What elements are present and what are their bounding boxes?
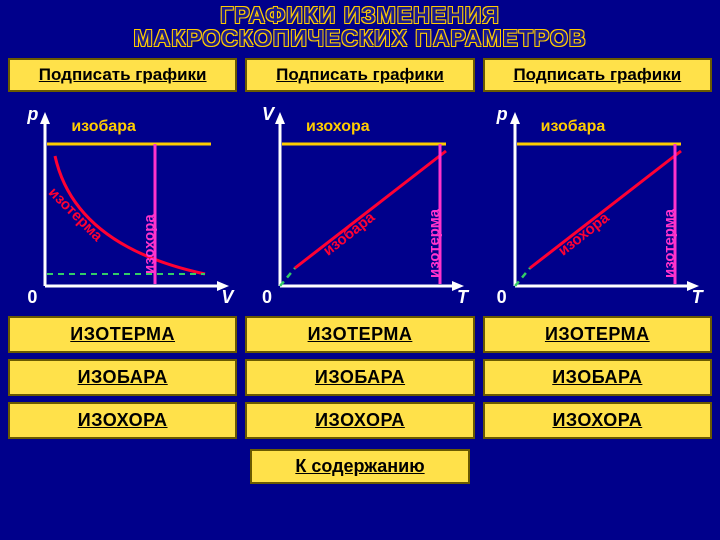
isochore-label: изохора <box>141 214 158 274</box>
answer-button[interactable]: ИЗОХОРА <box>483 402 712 439</box>
chart-top-legend: изохора <box>306 118 370 136</box>
sign-button-2[interactable]: Подписать графики <box>245 58 474 92</box>
chart-vt: V T 0 изохора изобара изотерма <box>250 106 470 306</box>
answer-button[interactable]: ИЗОХОРА <box>8 402 237 439</box>
answer-button[interactable]: ИЗОТЕРМА <box>8 316 237 353</box>
answer-button[interactable]: ИЗОБАРА <box>483 359 712 396</box>
chart-pt: p T 0 изобара изохора изотерма <box>485 106 705 306</box>
origin-label: 0 <box>262 287 272 308</box>
isotherm-label: изотерма <box>661 209 678 278</box>
answer-button[interactable]: ИЗОБАРА <box>8 359 237 396</box>
chart-top-legend: изобара <box>541 118 606 136</box>
chart-top-legend: изобара <box>71 118 136 136</box>
chart-pv-svg <box>15 106 235 306</box>
y-axis-label: p <box>27 104 38 125</box>
y-axis-label: V <box>262 104 274 125</box>
answers-col-2: ИЗОТЕРМА ИЗОБАРА ИЗОХОРА <box>245 316 474 439</box>
origin-label: 0 <box>497 287 507 308</box>
sign-button-1[interactable]: Подписать графики <box>8 58 237 92</box>
answer-button[interactable]: ИЗОХОРА <box>245 402 474 439</box>
title-line-1: ГРАФИКИ ИЗМЕНЕНИЯ <box>0 4 720 27</box>
answers-col-1: ИЗОТЕРМА ИЗОБАРА ИЗОХОРА <box>8 316 237 439</box>
title-line-2: МАКРОСКОПИЧЕСКИХ ПАРАМЕТРОВ <box>0 27 720 50</box>
answer-button[interactable]: ИЗОБАРА <box>245 359 474 396</box>
x-axis-label: V <box>221 287 233 308</box>
back-to-contents-button[interactable]: К содержанию <box>250 449 470 484</box>
x-axis-label: T <box>457 287 468 308</box>
answers-col-3: ИЗОТЕРМА ИЗОБАРА ИЗОХОРА <box>483 316 712 439</box>
y-axis-label: p <box>497 104 508 125</box>
title-block: ГРАФИКИ ИЗМЕНЕНИЯ МАКРОСКОПИЧЕСКИХ ПАРАМ… <box>0 0 720 50</box>
x-axis-label: T <box>692 287 703 308</box>
charts-row: p V 0 изобара изотерма изохора V T 0 изо… <box>0 106 720 306</box>
answers-row: ИЗОТЕРМА ИЗОБАРА ИЗОХОРА ИЗОТЕРМА ИЗОБАР… <box>0 316 720 439</box>
sign-button-3[interactable]: Подписать графики <box>483 58 712 92</box>
answer-button[interactable]: ИЗОТЕРМА <box>483 316 712 353</box>
sign-row: Подписать графики Подписать графики Подп… <box>0 58 720 92</box>
isotherm-label: изотерма <box>426 209 443 278</box>
origin-label: 0 <box>27 287 37 308</box>
chart-pv: p V 0 изобара изотерма изохора <box>15 106 235 306</box>
answer-button[interactable]: ИЗОТЕРМА <box>245 316 474 353</box>
